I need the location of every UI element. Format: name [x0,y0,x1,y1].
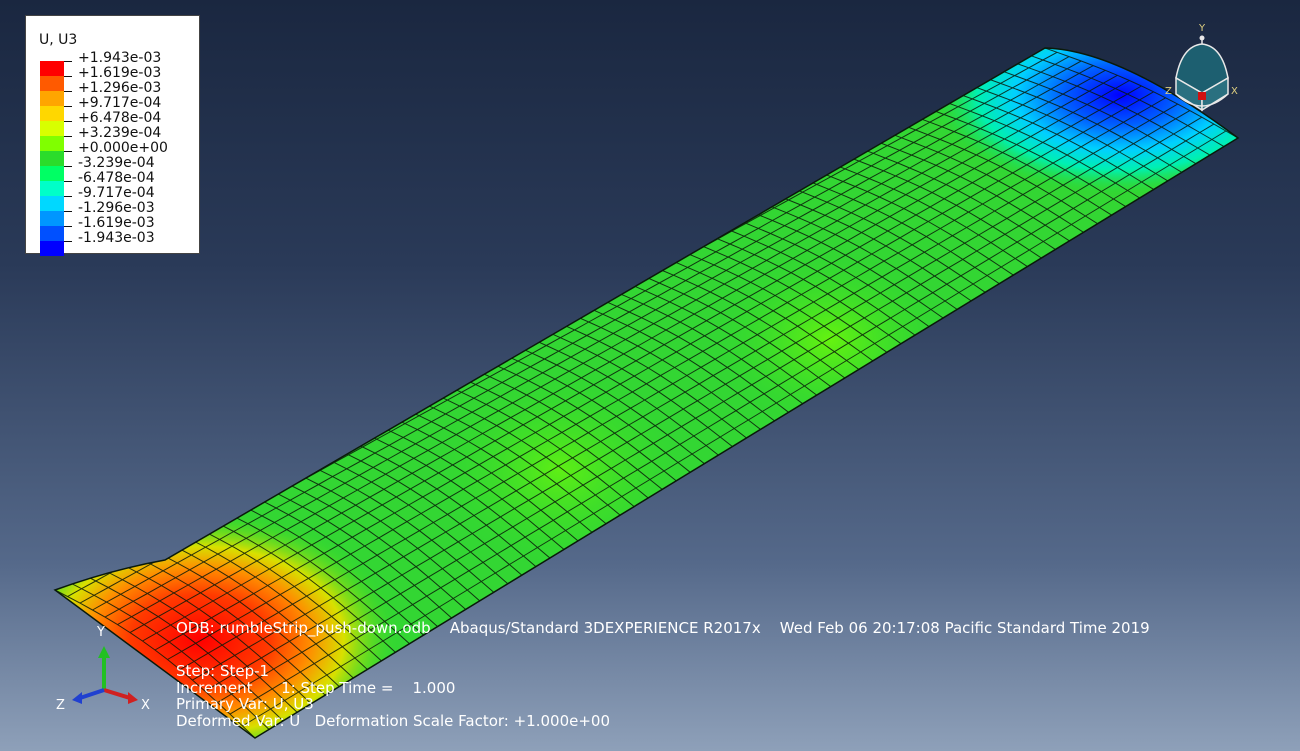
legend-label: +6.478e-04 [78,110,162,126]
contour-legend: U, U3 +1.943e-03 +1.619e-03 +1.296e-03 +9.7… [25,15,200,256]
mesh-line [129,74,1118,634]
mesh-outline [53,47,1240,739]
legend-swatch [40,121,64,136]
increment-info: Increment 1: Step Time = 1.000 [176,679,456,697]
legend-tick [64,166,72,181]
mesh-line [217,116,1203,703]
legend-label: -3.239e-04 [78,155,155,171]
legend-ticks [64,61,72,256]
view-cube-x-label: X [1231,86,1238,97]
legend-tick [64,226,72,241]
legend-swatch [40,241,64,256]
legend-tick [64,91,72,106]
legend-swatch [40,91,64,106]
legend-swatch [40,106,64,121]
view-cube-y-label: Y [1198,23,1206,34]
mesh-line [179,97,1166,671]
legend-tick [64,121,72,136]
legend-swatch [40,76,64,91]
mesh-line [167,91,1154,660]
legend-label: +1.619e-03 [78,65,162,81]
legend-tick [64,106,72,121]
legend-swatch [40,226,64,241]
mesh-line [142,80,1130,642]
legend-label: -9.717e-04 [78,185,155,201]
legend-label: -1.619e-03 [78,215,155,231]
view-cube-z-label: Z [1165,86,1172,97]
legend-tick [64,61,72,76]
mesh-line [204,110,1191,692]
legend-tick [64,196,72,211]
legend-tick [64,76,72,91]
legend-label: +1.296e-03 [78,80,162,96]
coordinate-triad [72,646,138,704]
triad-x-label: X [141,698,150,713]
legend-swatch [40,151,64,166]
mesh-line [192,103,1178,681]
deformed-var-info: Deformed Var: U Deformation Scale Factor… [176,712,611,730]
legend-swatch [40,61,64,76]
mesh-line [117,69,1106,626]
legend-label: -1.296e-03 [78,200,155,216]
legend-swatch [40,136,64,151]
triad-y-label: Y [97,625,105,640]
view-cube[interactable]: Y X Z [1165,23,1238,112]
mesh-line [242,130,1227,727]
legend-label: -1.943e-03 [78,230,155,246]
legend-title: U, U3 [39,32,78,48]
legend-tick [64,241,72,256]
legend-tick [64,181,72,196]
legend-swatch [40,181,64,196]
mesh-line [229,123,1215,715]
legend-tick [64,211,72,226]
legend-label: +1.943e-03 [78,50,162,66]
mesh-line [154,85,1142,651]
legend-label: -6.478e-04 [78,170,155,186]
odb-info-line: ODB: rumbleStrip_push-down.odb Abaqus/St… [176,619,1150,637]
legend-tick [64,136,72,151]
legend-swatch [40,211,64,226]
legend-label: +3.239e-04 [78,125,162,141]
legend-labels: +1.943e-03 +1.619e-03 +1.296e-03 +9.717e-04… [78,51,168,246]
step-info: Step: Step-1 [176,662,270,680]
legend-tick [64,151,72,166]
mesh-line [104,65,1094,618]
legend-swatch [40,196,64,211]
primary-var-info: Primary Var: U, U3 [176,695,314,713]
legend-swatch [40,166,64,181]
legend-color-bar [40,61,64,256]
legend-label: +0.000e+00 [78,140,168,156]
legend-label: +9.717e-04 [78,95,162,111]
mesh-line [92,60,1082,611]
triad-z-label: Z [56,698,65,713]
